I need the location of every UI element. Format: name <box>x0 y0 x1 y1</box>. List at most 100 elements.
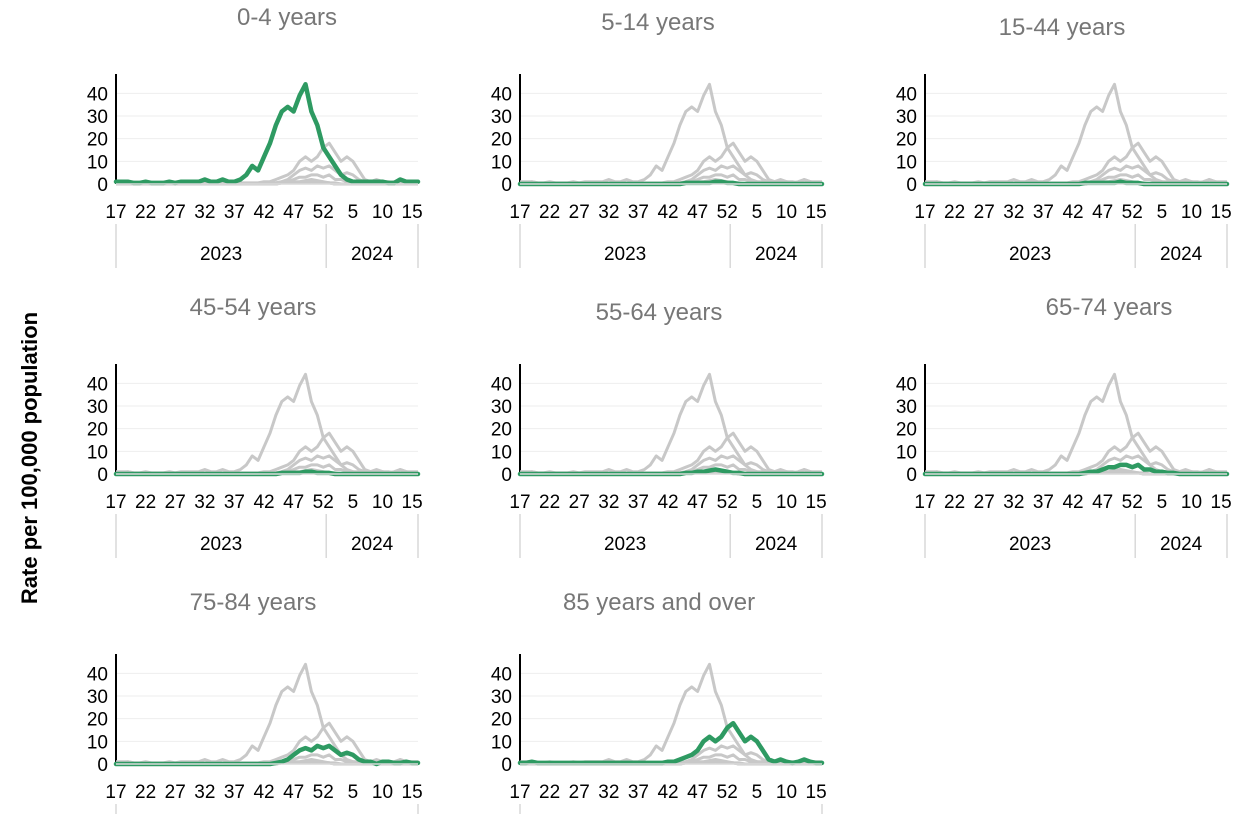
x-tick-label: 52 <box>313 782 334 803</box>
x-tick-label: 17 <box>105 492 126 513</box>
x-tick-label: 37 <box>224 782 245 803</box>
year-label: 2023 <box>200 244 242 265</box>
x-tick-label: 5 <box>348 202 359 223</box>
x-tick-label: 5 <box>752 202 763 223</box>
x-tick-label: 27 <box>569 492 590 513</box>
year-label: 2023 <box>604 244 646 265</box>
x-tick-label: 32 <box>1003 202 1024 223</box>
y-tick-label: 20 <box>87 710 108 731</box>
x-tick-label: 32 <box>194 202 215 223</box>
x-tick-label: 5 <box>1157 492 1168 513</box>
y-tick-label: 10 <box>87 442 108 463</box>
x-tick-label: 37 <box>224 202 245 223</box>
y-tick-label: 10 <box>896 152 917 173</box>
year-label: 2023 <box>1009 534 1051 555</box>
series-line-background <box>116 372 418 475</box>
series-line-highlight <box>113 82 421 186</box>
x-tick-label: 47 <box>1092 202 1113 223</box>
y-tick-label: 40 <box>87 84 108 105</box>
x-tick-label: 32 <box>194 492 215 513</box>
year-label: 2024 <box>1160 534 1203 555</box>
y-tick-label: 20 <box>491 710 512 731</box>
x-tick-label: 17 <box>509 782 530 803</box>
panel-title: 15-44 years <box>999 14 1126 41</box>
y-tick-label: 30 <box>491 397 512 418</box>
panel-title: 75-84 years <box>190 589 317 616</box>
panel-title: 45-54 years <box>190 294 317 321</box>
y-tick-label: 20 <box>87 130 108 151</box>
x-tick-label: 32 <box>194 782 215 803</box>
x-tick-label: 37 <box>628 202 649 223</box>
y-tick-label: 20 <box>491 420 512 441</box>
y-tick-label: 0 <box>906 465 917 486</box>
year-label: 2024 <box>1160 244 1203 265</box>
panel-title: 85 years and over <box>563 589 755 616</box>
series-line-background <box>520 662 822 765</box>
x-tick-label: 52 <box>1122 492 1143 513</box>
y-tick-label: 30 <box>896 397 917 418</box>
y-tick-label: 20 <box>896 420 917 441</box>
series-line-background <box>520 82 822 185</box>
panel-title: 0-4 years <box>237 4 337 31</box>
x-tick-label: 42 <box>1062 202 1083 223</box>
x-tick-label: 22 <box>944 492 965 513</box>
x-tick-label: 22 <box>135 782 156 803</box>
y-tick-label: 30 <box>896 107 917 128</box>
x-tick-label: 27 <box>974 492 995 513</box>
y-tick-label: 0 <box>97 465 108 486</box>
x-tick-label: 22 <box>539 202 560 223</box>
x-tick-label: 5 <box>752 782 763 803</box>
panel-title: 5-14 years <box>601 9 714 36</box>
y-tick-label: 40 <box>491 374 512 395</box>
x-tick-label: 15 <box>806 782 827 803</box>
year-label: 2023 <box>200 534 242 555</box>
x-tick-label: 52 <box>717 202 738 223</box>
x-tick-label: 32 <box>598 782 619 803</box>
x-tick-label: 32 <box>1003 492 1024 513</box>
year-label: 2023 <box>604 534 646 555</box>
y-tick-label: 0 <box>501 175 512 196</box>
x-tick-label: 5 <box>752 492 763 513</box>
year-label: 2024 <box>755 534 798 555</box>
x-tick-label: 17 <box>509 492 530 513</box>
x-tick-label: 17 <box>105 202 126 223</box>
y-tick-label: 10 <box>491 442 512 463</box>
x-tick-label: 10 <box>372 782 393 803</box>
x-tick-label: 10 <box>1181 202 1202 223</box>
x-tick-label: 15 <box>1211 202 1232 223</box>
x-tick-label: 47 <box>687 202 708 223</box>
x-tick-label: 22 <box>135 492 156 513</box>
y-tick-label: 0 <box>906 175 917 196</box>
y-tick-label: 30 <box>491 107 512 128</box>
y-tick-label: 20 <box>87 420 108 441</box>
x-tick-label: 27 <box>165 202 186 223</box>
x-tick-label: 15 <box>806 492 827 513</box>
series-line-background <box>520 372 822 475</box>
x-tick-label: 37 <box>1033 202 1054 223</box>
x-tick-label: 27 <box>569 202 590 223</box>
panel-title: 55-64 years <box>596 299 723 326</box>
y-tick-label: 30 <box>491 687 512 708</box>
y-tick-label: 0 <box>501 465 512 486</box>
y-tick-label: 30 <box>87 107 108 128</box>
x-tick-label: 42 <box>253 492 274 513</box>
y-tick-label: 30 <box>87 687 108 708</box>
x-tick-label: 5 <box>1157 202 1168 223</box>
x-tick-label: 10 <box>776 782 797 803</box>
y-tick-label: 10 <box>896 442 917 463</box>
x-tick-label: 17 <box>105 782 126 803</box>
series-line-background <box>925 82 1227 185</box>
x-tick-label: 52 <box>717 492 738 513</box>
y-tick-label: 0 <box>501 755 512 776</box>
x-tick-label: 42 <box>253 202 274 223</box>
y-tick-label: 20 <box>896 130 917 151</box>
x-tick-label: 15 <box>402 782 423 803</box>
x-tick-label: 47 <box>1092 492 1113 513</box>
x-tick-label: 22 <box>539 782 560 803</box>
x-tick-label: 27 <box>569 782 590 803</box>
x-tick-label: 17 <box>509 202 530 223</box>
y-tick-label: 40 <box>491 84 512 105</box>
